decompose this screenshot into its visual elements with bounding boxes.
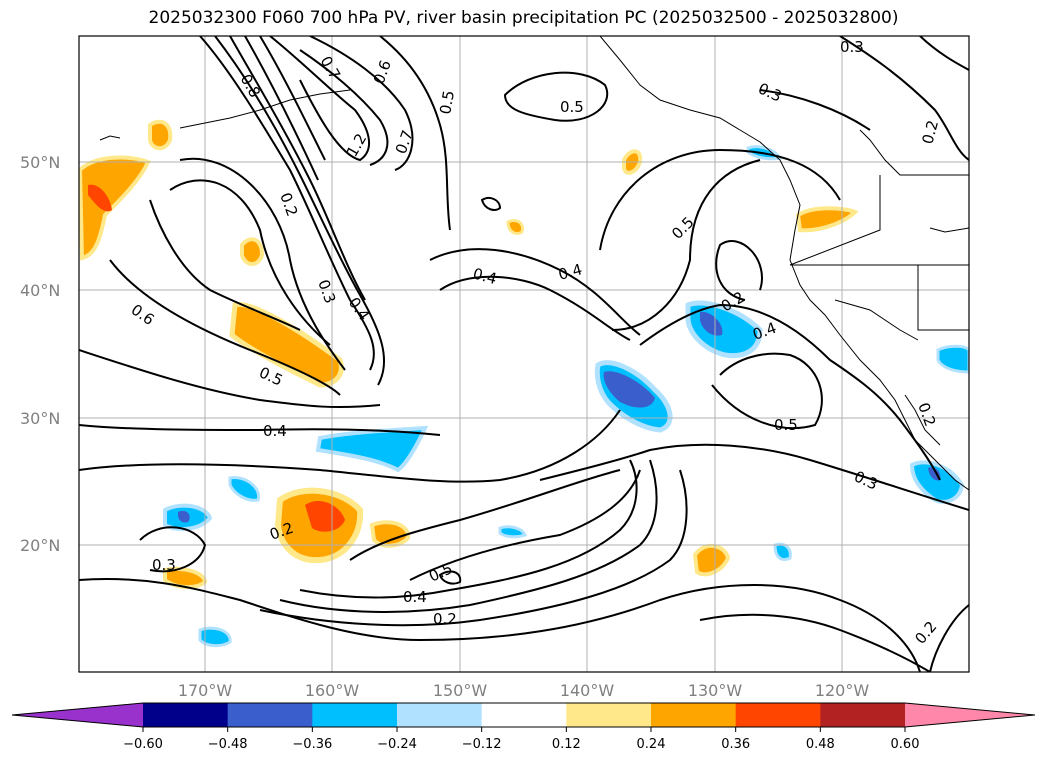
contour-label: 0.5 (560, 98, 584, 116)
contour-label: 0.2 (918, 118, 942, 146)
contour-label: 0.4 (556, 260, 584, 284)
colorbar-tick-label: 0.12 (552, 737, 581, 752)
colorbar-right-extend (905, 703, 1035, 727)
colorbar-segment (481, 703, 567, 727)
lon-label: 120°W (815, 681, 870, 700)
contour-label: 0.2 (433, 610, 457, 628)
precip-shading (79, 119, 859, 589)
lon-label: 140°W (560, 681, 615, 700)
colorbar-segment (397, 703, 483, 727)
lon-label: 170°W (178, 681, 233, 700)
colorbar-tick-label: 0.60 (891, 737, 920, 752)
colorbar-tick-label: 0.36 (721, 737, 750, 752)
pv-contours (79, 36, 969, 672)
colorbar-segment (312, 703, 398, 727)
lat-label: 20°N (20, 536, 60, 555)
colorbar-tick-label: −0.48 (208, 737, 248, 752)
contour-label: 0.4 (471, 264, 499, 288)
colorbar-tick-label: −0.36 (292, 737, 332, 752)
colorbar-tick-label: −0.60 (123, 737, 163, 752)
colorbar-segment (735, 703, 821, 727)
contour-label: 0.5 (774, 416, 798, 434)
lon-label: 160°W (305, 681, 360, 700)
contour-label: 0.3 (840, 38, 864, 56)
colorbar-segment (566, 703, 652, 727)
contour-label: 0.3 (152, 556, 176, 574)
contour-label: 0.4 (403, 588, 427, 606)
colorbar-tick-label: −0.24 (377, 737, 417, 752)
longitude-labels: 170°W 160°W 150°W 140°W 130°W 120°W (178, 681, 870, 700)
graticule (79, 36, 969, 672)
lon-label: 130°W (688, 681, 743, 700)
lon-label: 150°W (433, 681, 488, 700)
colorbar-segment (820, 703, 906, 727)
colorbar-tick-label: 0.48 (806, 737, 835, 752)
contour-label: 0.4 (263, 422, 287, 440)
colorbar-segment (227, 703, 313, 727)
map-frame (78, 35, 970, 673)
lat-label: 40°N (20, 281, 60, 300)
map-plot-area (79, 36, 969, 672)
colorbar-tick-label: 0.24 (637, 737, 666, 752)
colorbar-left-extend (12, 703, 143, 727)
colorbar-segment (143, 703, 229, 727)
coastlines (99, 36, 969, 491)
contour-label: 0.5 (436, 89, 458, 116)
latitude-labels: 50°N 40°N 30°N 20°N (20, 153, 60, 555)
map-title: 2025032300 F060 700 hPa PV, river basin … (148, 8, 899, 28)
colorbar-segments (143, 703, 906, 727)
colorbar-segment (651, 703, 737, 727)
lat-label: 30°N (20, 409, 60, 428)
colorbar: −0.60 −0.48 −0.36 −0.24 −0.12 0.12 0.24 0.36 0.4… (11, 702, 1036, 752)
colorbar-tick-label: −0.12 (462, 737, 502, 752)
colorbar-ticks: −0.60 −0.48 −0.36 −0.24 −0.12 0.12 0.24 0.36 0.4… (123, 727, 919, 752)
lat-label: 50°N (20, 153, 60, 172)
